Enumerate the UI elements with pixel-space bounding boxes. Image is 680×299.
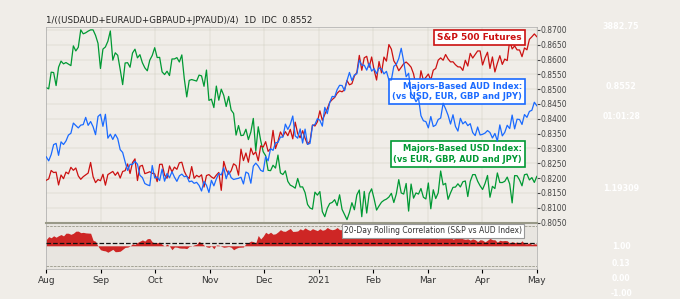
Text: 3882.75: 3882.75 (603, 22, 639, 31)
Text: Majors-Based AUD Index:
(vs USD, EUR, GBP and JPY): Majors-Based AUD Index: (vs USD, EUR, GB… (392, 82, 522, 101)
Text: 0.00: 0.00 (612, 274, 630, 283)
Text: 01:01:28: 01:01:28 (602, 112, 640, 121)
Text: 0.13: 0.13 (612, 259, 630, 268)
Text: 0.8552: 0.8552 (606, 82, 636, 91)
Text: -1.00: -1.00 (611, 289, 632, 298)
Text: 1.00: 1.00 (612, 242, 630, 251)
Text: S&P 500 Futures: S&P 500 Futures (437, 33, 522, 42)
Text: 1.19309: 1.19309 (603, 184, 639, 193)
Text: 1/((USDAUD+EURAUD+GBPAUD+JPYAUD)/4)  1D  IDC  0.8552: 1/((USDAUD+EURAUD+GBPAUD+JPYAUD)/4) 1D I… (46, 16, 313, 25)
Text: 20-Day Rolling Correlation (S&P vs AUD Index): 20-Day Rolling Correlation (S&P vs AUD I… (344, 226, 522, 235)
Text: Majors-Based USD Index:
(vs EUR, GBP, AUD and JPY): Majors-Based USD Index: (vs EUR, GBP, AU… (394, 144, 522, 164)
